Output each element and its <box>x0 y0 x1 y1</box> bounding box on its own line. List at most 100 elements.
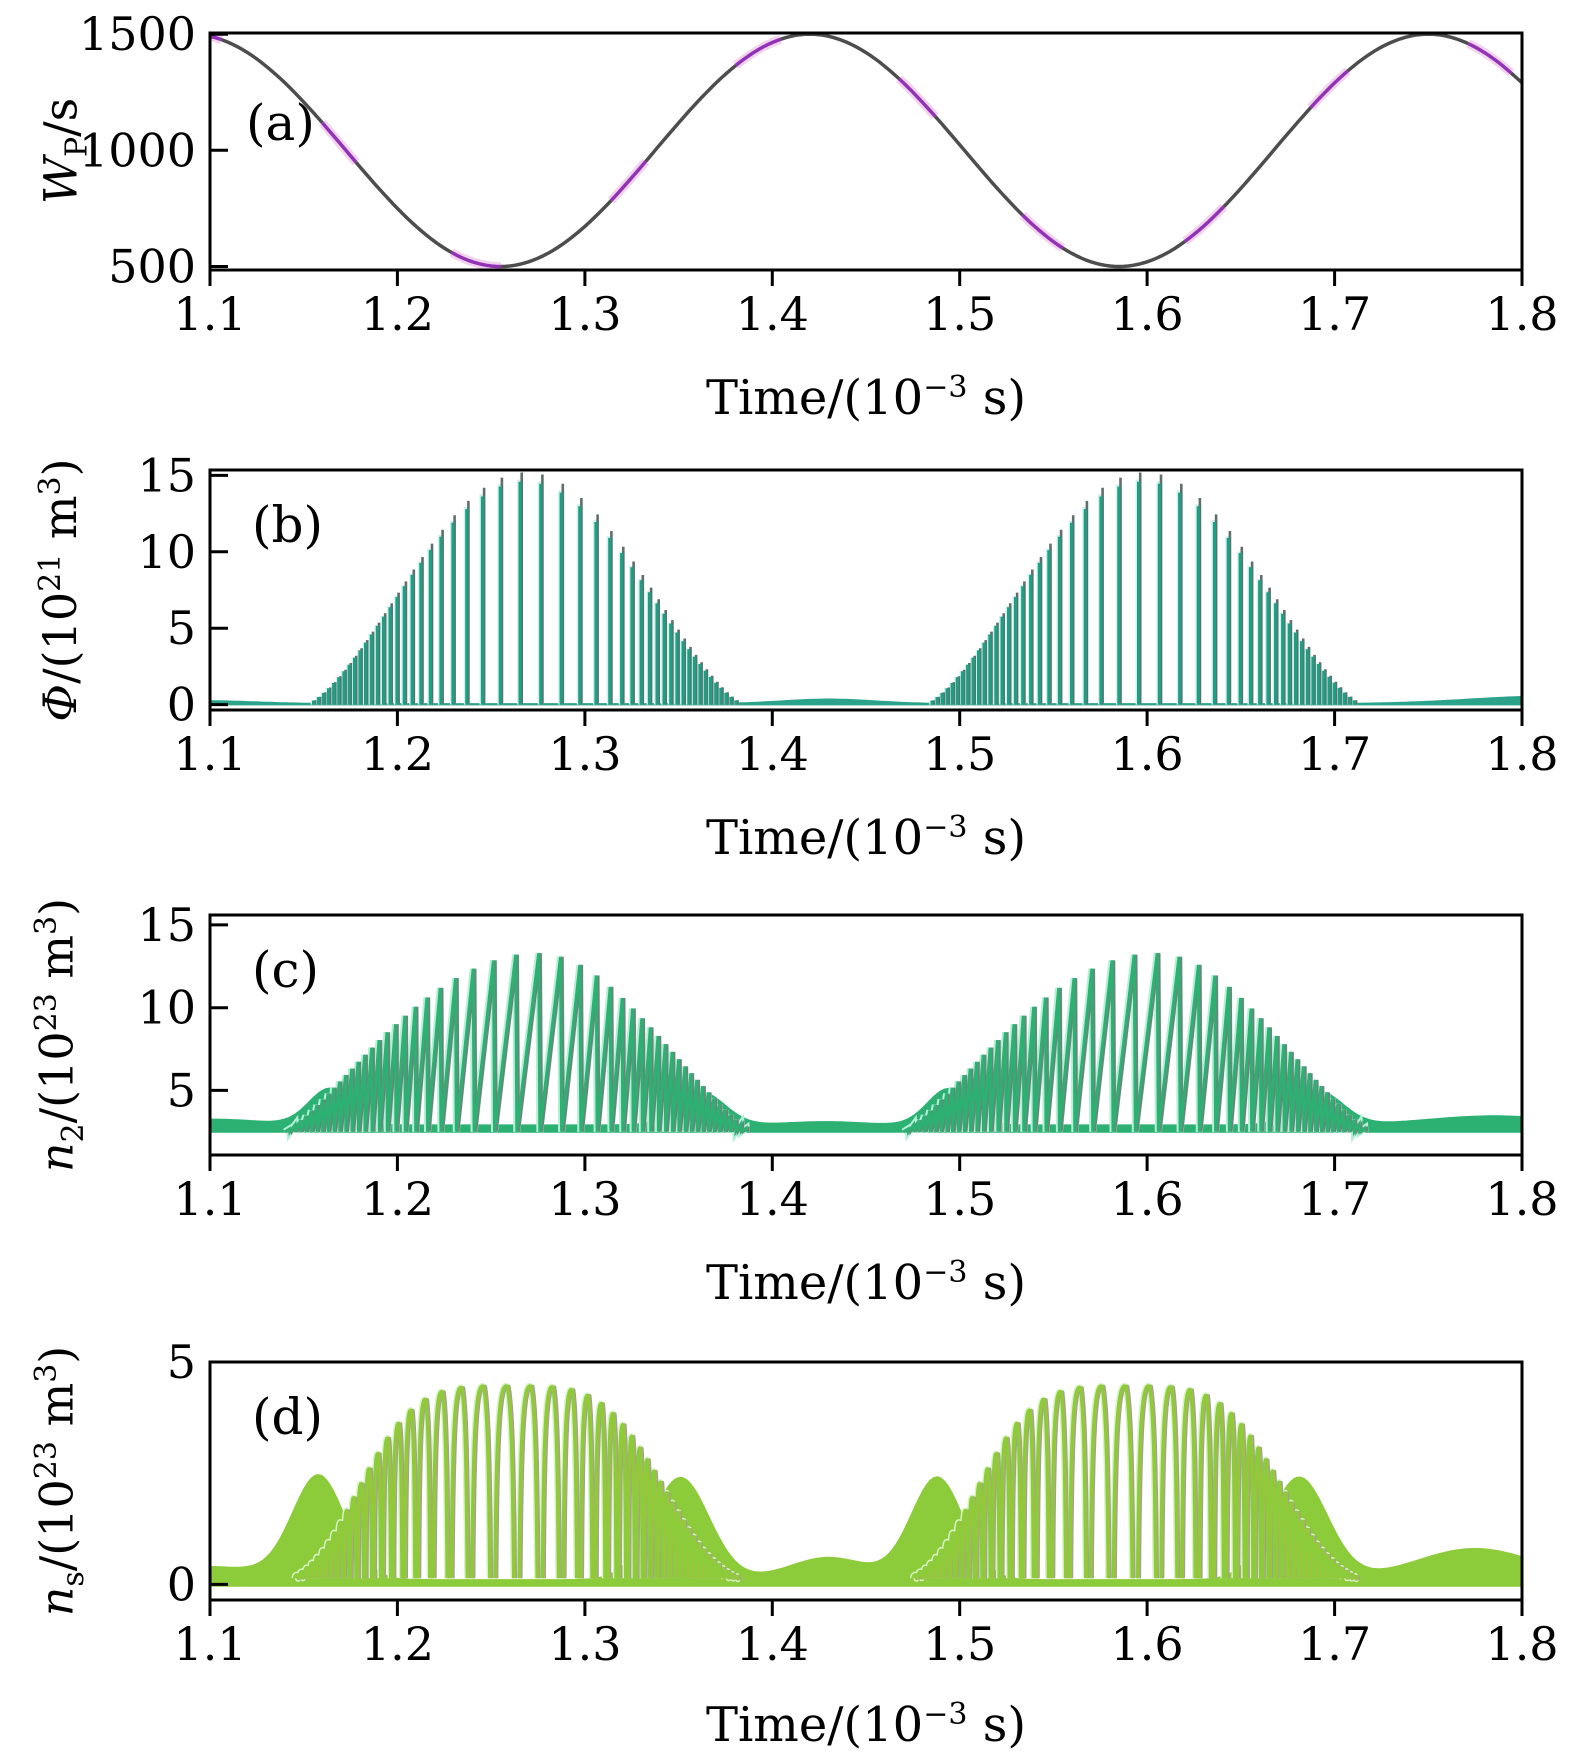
series-layer <box>210 472 1522 706</box>
panel-tag: (a) <box>246 94 315 152</box>
x-tick-label: 1.6 <box>1111 1617 1184 1671</box>
x-tick-label: 1.8 <box>1485 1617 1558 1671</box>
x-tick-label: 1.5 <box>923 1617 996 1671</box>
y-label-symbol: n <box>29 1142 84 1173</box>
x-tick-label: 1.1 <box>173 287 246 341</box>
x-tick-label: 1.5 <box>923 287 996 341</box>
x-tick-label: 1.1 <box>173 1172 246 1226</box>
y-tick-label: 10 <box>137 525 196 579</box>
x-label-exponent: −3 <box>923 1255 968 1290</box>
x-tick-label: 1.3 <box>548 1617 621 1671</box>
x-tick-label: 1.6 <box>1111 287 1184 341</box>
sawtooth-main <box>284 953 1367 1137</box>
series-layer <box>210 1382 1522 1587</box>
y-label-subscript: s <box>55 1571 91 1587</box>
x-label-units: s) <box>967 810 1027 866</box>
baseline-band <box>210 695 1522 706</box>
plot-box <box>208 913 1524 1157</box>
y-tick-label: 1000 <box>79 123 196 177</box>
spike-main <box>312 481 1357 705</box>
y-label-units: /s <box>33 97 88 137</box>
y-label-symbol: Φ <box>33 683 88 722</box>
x-tick-label: 1.6 <box>1111 1172 1184 1226</box>
series-layer <box>210 952 1522 1144</box>
panel-d-chart: 1.1 1.2 1.3 1.4 1.5 1.6 1.7 1.8 0 5 (d) <box>167 1335 1559 1671</box>
y-label-units: m <box>29 934 84 994</box>
x-label-text: Time/(10 <box>705 1697 924 1753</box>
panel-d-y-axis-label: ns/(1023 m3) <box>29 1346 91 1617</box>
x-tick-label: 1.7 <box>1298 727 1371 781</box>
y-label-subscript: P <box>59 136 95 158</box>
pump-curve-dash-halo <box>210 32 1522 271</box>
y-label-units: m <box>33 495 88 554</box>
panel-tag: (c) <box>252 941 319 999</box>
panel-tag: (b) <box>252 496 323 554</box>
spike-shadow <box>313 472 1358 705</box>
x-label-text: Time/(10 <box>705 810 924 866</box>
y-label-units: /(10 <box>29 1479 84 1572</box>
panel-b-y-axis-label: Φ/(1021 m3) <box>33 458 87 721</box>
plot-box <box>208 468 1524 712</box>
y-label-exponent: 23 <box>29 993 65 1032</box>
y-label-units: m <box>29 1382 84 1442</box>
x-tick-label: 1.6 <box>1111 727 1184 781</box>
y-tick-label: 5 <box>167 1063 196 1117</box>
pump-curve-dashed <box>210 32 1522 269</box>
panel-c-chart: 1.1 1.2 1.3 1.4 1.5 1.6 1.7 1.8 5 10 15 (c) <box>137 898 1558 1226</box>
x-tick-label: 1.5 <box>923 727 996 781</box>
panel-a-chart: 1.1 1.2 1.3 1.4 1.5 1.6 1.7 1.8 500 1000 1500 (a) <box>79 7 1559 341</box>
x-tick-label: 1.2 <box>361 727 434 781</box>
y-tick-label: 5 <box>167 1335 196 1389</box>
panel-a-y-axis-label: WP/s <box>33 98 94 205</box>
y-label-subscript: 2 <box>55 1123 91 1143</box>
y-label-units: /(10 <box>29 1031 84 1124</box>
y-tick-label: 15 <box>137 448 196 502</box>
panel-b-x-axis-label: Time/(10−3 s) <box>706 810 1026 866</box>
x-label-units: s) <box>967 1697 1027 1753</box>
panel-tag: (d) <box>252 1388 323 1446</box>
x-tick-label: 1.8 <box>1485 1172 1558 1226</box>
x-tick-label: 1.4 <box>736 1172 809 1226</box>
x-tick-label: 1.8 <box>1485 727 1558 781</box>
x-tick-label: 1.1 <box>173 1617 246 1671</box>
y-label-units: ) <box>33 458 88 477</box>
x-label-exponent: −3 <box>923 810 968 845</box>
y-tick-label: 0 <box>167 1557 196 1611</box>
x-tick-label: 1.3 <box>548 1172 621 1226</box>
x-tick-label: 1.5 <box>923 1172 996 1226</box>
panel-c-y-axis-label: n2/(1023 m3) <box>29 898 91 1172</box>
x-tick-label: 1.3 <box>548 727 621 781</box>
y-label-units: ) <box>29 897 84 916</box>
x-tick-label: 1.4 <box>736 287 809 341</box>
x-tick-label: 1.1 <box>173 727 246 781</box>
sawtooth-shadow <box>286 953 1369 1136</box>
y-tick-label: 15 <box>137 898 196 952</box>
x-label-exponent: −3 <box>923 1697 968 1732</box>
y-label-exponent: 3 <box>29 915 65 935</box>
panel-a-x-axis-label: Time/(10−3 s) <box>706 370 1026 426</box>
y-label-symbol: n <box>29 1586 84 1617</box>
y-label-exponent: 21 <box>32 553 68 592</box>
x-label-text: Time/(10 <box>705 1255 924 1311</box>
y-label-exponent: 23 <box>29 1441 65 1480</box>
x-label-units: s) <box>967 1255 1027 1311</box>
y-tick-label: 500 <box>108 240 196 294</box>
y-label-units: /(10 <box>33 591 88 684</box>
pulse-main <box>292 1384 1358 1581</box>
x-tick-label: 1.7 <box>1298 1617 1371 1671</box>
plot-box <box>208 31 1524 272</box>
y-tick-label: 1500 <box>79 7 196 61</box>
x-tick-label: 1.8 <box>1485 287 1558 341</box>
x-label-text: Time/(10 <box>705 370 924 426</box>
y-label-exponent: 3 <box>29 1363 65 1383</box>
y-label-units: ) <box>29 1345 84 1364</box>
y-label-exponent: 3 <box>32 476 68 496</box>
y-label-symbol: W <box>33 157 88 205</box>
plot-box <box>208 1360 1524 1602</box>
panel-d-x-axis-label: Time/(10−3 s) <box>706 1697 1026 1753</box>
y-tick-label: 5 <box>167 601 196 655</box>
pump-curve-solid <box>210 32 1522 269</box>
panel-b-chart: 1.1 1.2 1.3 1.4 1.5 1.6 1.7 1.8 0 5 10 15 (b) <box>137 448 1558 781</box>
x-tick-label: 1.3 <box>548 287 621 341</box>
